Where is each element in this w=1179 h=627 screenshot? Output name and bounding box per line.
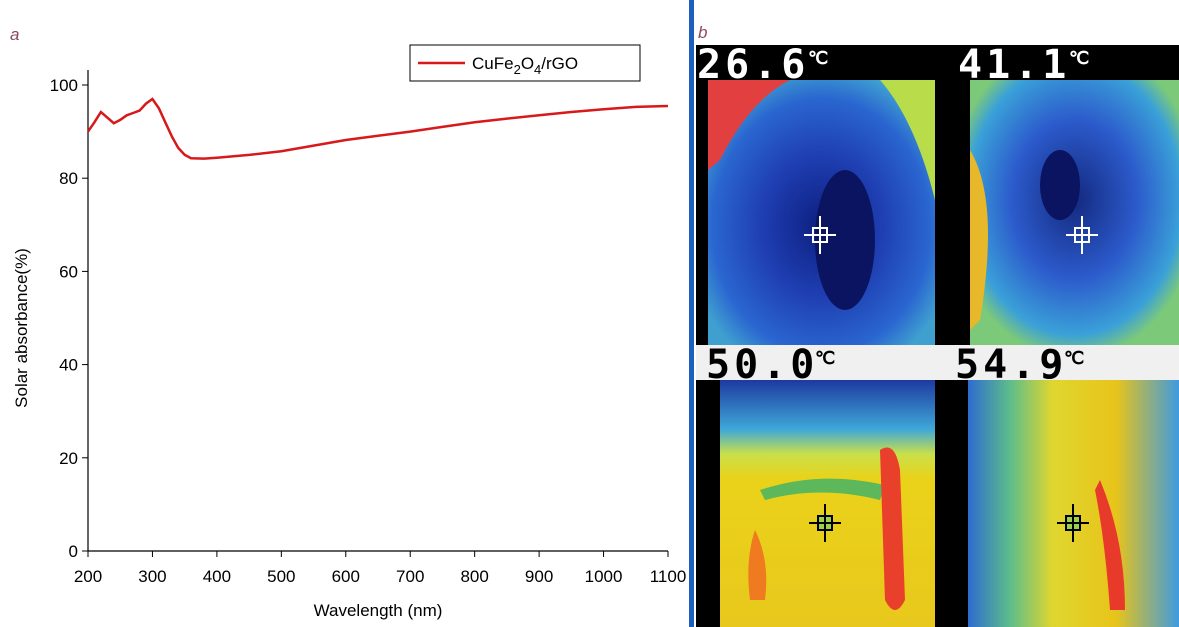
x-tick-label: 900 (525, 567, 553, 586)
y-tick-label: 20 (59, 449, 78, 468)
thermal-panel: b 26.6 ℃ 41.1 ℃ 50.0 ℃ 54.9 ℃ (689, 0, 1179, 627)
panel-label: a (10, 25, 19, 44)
y-tick-label: 100 (50, 76, 78, 95)
temperature-unit: ℃ (808, 48, 828, 68)
y-axis-title: Solar absorbance(%) (12, 248, 31, 408)
x-tick-label: 200 (74, 567, 102, 586)
temperature: 41.1 (958, 42, 1070, 88)
chart-panel: a 0 20 40 60 80 100 200 300 400 500 600 700 800 900 100… (10, 25, 686, 620)
y-tick-label: 40 (59, 356, 78, 375)
y-tick-label: 60 (59, 262, 78, 281)
temperature-unit: ℃ (1064, 348, 1084, 368)
thermal-image (968, 380, 1179, 627)
label-strip (696, 345, 1179, 380)
thermal-image (970, 80, 1179, 345)
x-tick-label: 1000 (585, 567, 623, 586)
temperature: 50.0 (706, 342, 818, 388)
temperature-unit: ℃ (815, 348, 835, 368)
x-tick-label: 600 (332, 567, 360, 586)
x-tick-label: 800 (460, 567, 488, 586)
x-tick-label: 400 (203, 567, 231, 586)
thermal-image (708, 80, 935, 345)
temperature-unit: ℃ (1069, 48, 1089, 68)
legend-label: CuFe2O4/rGO (472, 54, 578, 77)
thermal-image (720, 380, 935, 627)
divider (689, 0, 694, 627)
temperature: 26.6 (697, 42, 809, 88)
y-tick-label: 80 (59, 169, 78, 188)
data-line (86, 97, 669, 160)
x-tick-label: 700 (396, 567, 424, 586)
temperature: 54.9 (955, 342, 1067, 388)
x-tick-label: 500 (267, 567, 295, 586)
x-axis-title: Wavelength (nm) (314, 601, 443, 620)
legend-box (409, 44, 641, 82)
x-tick-label: 1100 (650, 567, 687, 586)
x-tick-label: 300 (138, 567, 166, 586)
y-tick-label: 0 (69, 542, 78, 561)
panel-label: b (698, 23, 707, 42)
